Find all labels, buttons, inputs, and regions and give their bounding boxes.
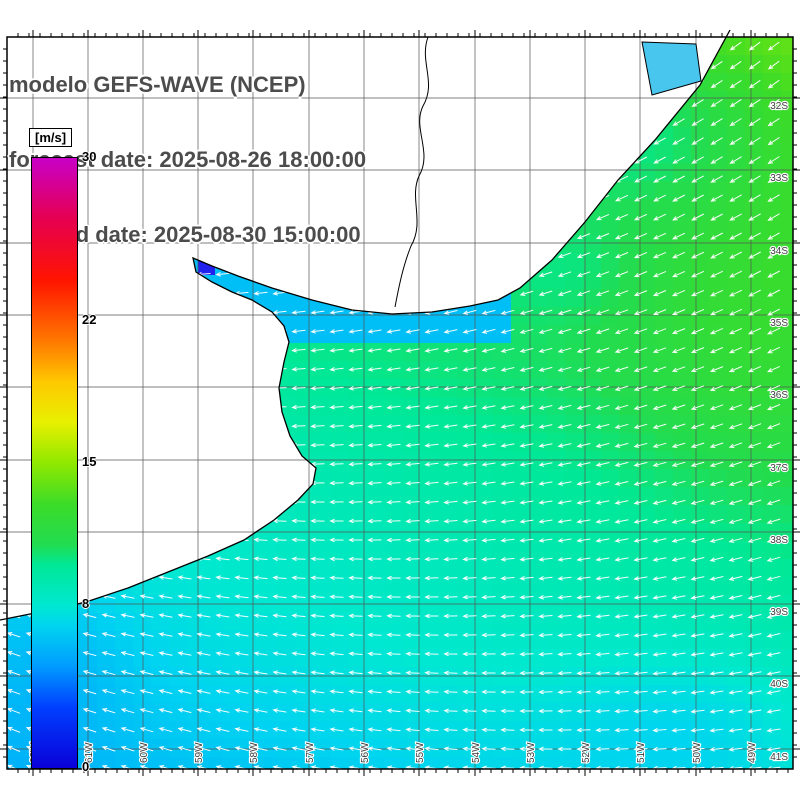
forecast-date: forecast date: 2025-08-26 18:00:00 bbox=[9, 147, 367, 172]
svg-text:54W: 54W bbox=[471, 742, 482, 763]
svg-text:49W: 49W bbox=[747, 742, 758, 763]
colorbar-unit-label: [m/s] bbox=[29, 128, 73, 147]
svg-text:39S: 39S bbox=[770, 607, 788, 618]
coastline bbox=[0, 29, 731, 621]
map-border bbox=[6, 36, 794, 770]
svg-text:33S: 33S bbox=[770, 173, 788, 184]
colorbar-tick: 8 bbox=[82, 596, 90, 612]
svg-text:32S: 32S bbox=[770, 101, 788, 112]
colorbar-tick: 22 bbox=[82, 311, 97, 327]
svg-text:40S: 40S bbox=[770, 679, 788, 690]
svg-text:55W: 55W bbox=[415, 742, 426, 763]
colorbar-tick: 30 bbox=[82, 149, 97, 164]
colorbar-gradient bbox=[31, 157, 78, 769]
svg-text:36S: 36S bbox=[770, 390, 788, 401]
svg-text:57W: 57W bbox=[305, 742, 316, 763]
svg-text:37S: 37S bbox=[770, 463, 788, 474]
title-block: modelo GEFS-WAVE (NCEP) forecast date: 2… bbox=[9, 22, 366, 297]
colorbar-tick: 15 bbox=[82, 454, 97, 469]
svg-text:35S: 35S bbox=[770, 318, 788, 329]
svg-text:50W: 50W bbox=[692, 742, 703, 763]
svg-text:34S: 34S bbox=[770, 246, 788, 257]
axis-ticks bbox=[0, 30, 800, 776]
river-border-line bbox=[394, 36, 430, 308]
lagoon bbox=[641, 41, 702, 96]
svg-text:53W: 53W bbox=[526, 742, 537, 763]
svg-text:60W: 60W bbox=[139, 742, 150, 763]
svg-text:52W: 52W bbox=[581, 742, 592, 763]
svg-text:61W: 61W bbox=[84, 742, 95, 763]
colorbar-tick: 0 bbox=[82, 759, 90, 774]
model-title: modelo GEFS-WAVE (NCEP) bbox=[9, 72, 306, 97]
svg-text:51W: 51W bbox=[636, 742, 647, 763]
colorbar: [m/s] 30 22 15 8 0 bbox=[28, 128, 128, 774]
lat-labels: 32S 33S 34S 35S 36S 37S 38S 39S 40S 41S bbox=[769, 100, 789, 764]
svg-text:41S: 41S bbox=[770, 752, 788, 763]
svg-text:56W: 56W bbox=[360, 742, 371, 763]
svg-text:59W: 59W bbox=[194, 742, 205, 763]
svg-text:58W: 58W bbox=[249, 742, 260, 763]
svg-text:38S: 38S bbox=[770, 535, 788, 546]
lon-labels: 62W61W60W59W58W57W56W55W54W53W52W51W50W4… bbox=[28, 741, 759, 764]
